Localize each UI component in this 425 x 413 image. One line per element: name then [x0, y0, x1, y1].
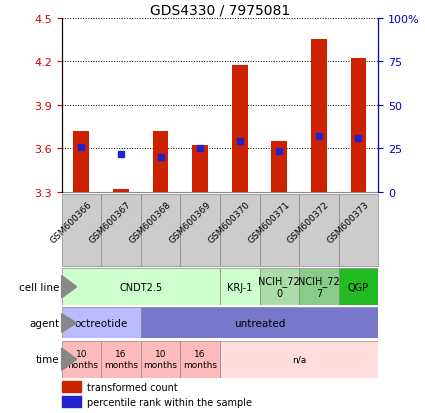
Bar	[141, 341, 180, 378]
Bar	[101, 341, 141, 378]
Text: time: time	[36, 354, 60, 364]
Bar	[62, 381, 81, 392]
Text: 10
months: 10 months	[65, 350, 99, 369]
Text: 16
months: 16 months	[104, 350, 138, 369]
Bar	[232, 66, 248, 192]
Bar	[141, 308, 378, 339]
Text: n/a: n/a	[292, 355, 306, 364]
Polygon shape	[62, 348, 76, 370]
Text: GSM600371: GSM600371	[246, 200, 292, 245]
Bar	[260, 268, 299, 306]
Text: GSM600372: GSM600372	[286, 200, 331, 245]
Text: GSM600366: GSM600366	[48, 200, 94, 245]
Text: cell line: cell line	[19, 282, 60, 292]
Text: NCIH_72
7: NCIH_72 7	[298, 276, 340, 298]
Bar	[74, 131, 89, 192]
Text: untreated: untreated	[234, 318, 285, 328]
Text: 10
months: 10 months	[144, 350, 178, 369]
Text: QGP: QGP	[348, 282, 369, 292]
Bar	[101, 194, 141, 266]
Bar	[180, 341, 220, 378]
Bar	[62, 396, 81, 407]
Bar	[180, 194, 220, 266]
Polygon shape	[62, 314, 76, 332]
Text: KRJ-1: KRJ-1	[227, 282, 252, 292]
Bar	[220, 341, 378, 378]
Text: GSM600369: GSM600369	[167, 200, 212, 245]
Text: GSM600368: GSM600368	[128, 200, 173, 245]
Bar	[62, 341, 101, 378]
Bar	[220, 268, 260, 306]
Text: GSM600373: GSM600373	[326, 200, 371, 245]
Bar	[311, 40, 327, 192]
Bar	[62, 194, 101, 266]
Bar	[62, 308, 141, 339]
Text: 16
months: 16 months	[183, 350, 217, 369]
Bar	[220, 194, 260, 266]
Bar	[351, 59, 366, 192]
Bar	[260, 194, 299, 266]
Bar	[339, 268, 378, 306]
Bar	[272, 142, 287, 192]
Title: GDS4330 / 7975081: GDS4330 / 7975081	[150, 3, 290, 17]
Text: GSM600370: GSM600370	[207, 200, 252, 245]
Bar	[299, 194, 339, 266]
Bar	[299, 268, 339, 306]
Bar	[141, 194, 180, 266]
Polygon shape	[62, 276, 76, 298]
Bar	[113, 189, 129, 192]
Text: agent: agent	[29, 318, 60, 328]
Bar	[339, 194, 378, 266]
Text: transformed count: transformed count	[87, 382, 178, 392]
Text: NCIH_72
0: NCIH_72 0	[258, 276, 300, 298]
Text: GSM600367: GSM600367	[88, 200, 133, 245]
Bar	[62, 268, 220, 306]
Text: CNDT2.5: CNDT2.5	[119, 282, 162, 292]
Bar	[192, 146, 208, 192]
Text: percentile rank within the sample: percentile rank within the sample	[87, 397, 252, 407]
Text: octreotide: octreotide	[74, 318, 128, 328]
Bar	[153, 131, 168, 192]
